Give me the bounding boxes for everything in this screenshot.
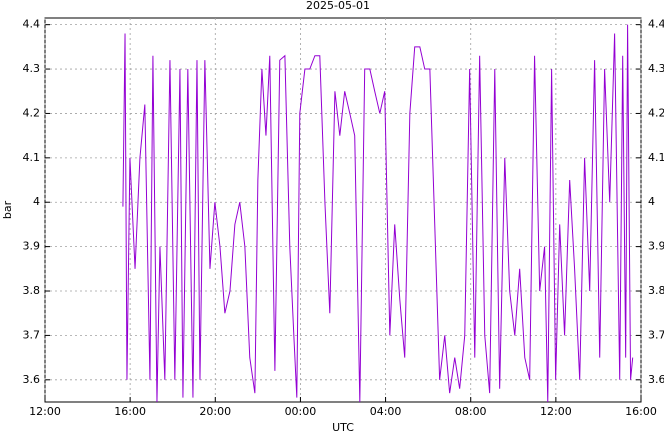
- x-tick-label: 00:00: [285, 405, 317, 418]
- y-tick-label: 3.9: [23, 240, 41, 253]
- x-tick-label: 08:00: [455, 405, 487, 418]
- y2-tick-label: 3.7: [648, 328, 664, 341]
- x-tick-label: 16:00: [114, 405, 146, 418]
- x-tick-label: 20:00: [199, 405, 231, 418]
- x-axis-label: UTC: [332, 421, 354, 432]
- x-tick-label: 12:00: [29, 405, 61, 418]
- y-tick-label: 4.2: [23, 106, 41, 119]
- y2-tick-label: 4: [648, 195, 655, 208]
- y2-tick-label: 3.9: [648, 240, 664, 253]
- y2-tick-label: 3.8: [648, 284, 664, 297]
- y-tick-label: 4: [33, 195, 40, 208]
- y2-tick-label: 4.2: [648, 106, 664, 119]
- y2-tick-label: 4.1: [648, 151, 664, 164]
- y2-tick-label: 4.3: [648, 62, 664, 75]
- chart-title: 2025-05-01: [306, 0, 370, 12]
- x-tick-label: 04:00: [370, 405, 402, 418]
- y2-tick-label: 3.6: [648, 373, 664, 386]
- y-tick-label: 3.7: [23, 328, 41, 341]
- x-tick-label: 12:00: [540, 405, 572, 418]
- y-tick-label: 4.4: [23, 18, 41, 31]
- y-tick-label: 3.6: [23, 373, 41, 386]
- y-axis-label: bar: [1, 200, 14, 219]
- x-tick-label: 16:00: [625, 405, 657, 418]
- y-tick-label: 4.3: [23, 62, 41, 75]
- y-tick-label: 4.1: [23, 151, 41, 164]
- y-tick-label: 3.8: [23, 284, 41, 297]
- y2-tick-label: 4.4: [648, 18, 664, 31]
- data-line: [122, 24, 634, 403]
